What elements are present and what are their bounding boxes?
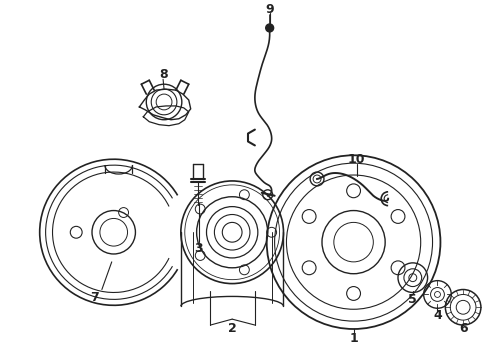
Text: 4: 4 <box>433 309 442 322</box>
Text: 9: 9 <box>266 3 274 16</box>
Text: 3: 3 <box>195 242 203 255</box>
Text: 7: 7 <box>91 291 99 304</box>
Text: 10: 10 <box>348 153 365 166</box>
Text: 6: 6 <box>459 323 467 336</box>
Circle shape <box>266 24 273 32</box>
Text: 1: 1 <box>349 332 358 345</box>
Text: 2: 2 <box>228 323 237 336</box>
Text: 5: 5 <box>409 293 417 306</box>
Text: 8: 8 <box>159 68 168 81</box>
